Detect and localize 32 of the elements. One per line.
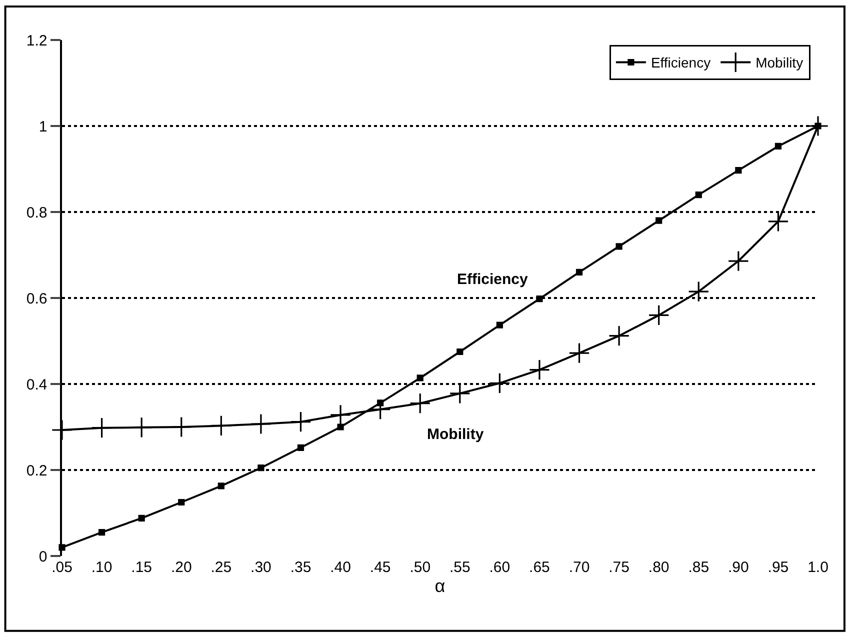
y-tick-label: 0.8: [26, 204, 48, 222]
y-tick-label: 0.4: [26, 376, 48, 394]
x-tick-label: .95: [768, 559, 789, 576]
x-tick-label: 1.0: [808, 559, 828, 576]
x-tick-label: .55: [449, 559, 470, 576]
x-tick-label: .10: [91, 559, 112, 576]
legend-label: Mobility: [756, 54, 804, 71]
y-tick-label: 0.6: [26, 290, 48, 308]
x-tick-label: .70: [568, 559, 590, 576]
x-tick-label: .40: [330, 559, 351, 576]
legend-label: Efficiency: [650, 54, 711, 71]
x-tick-label: .90: [728, 559, 749, 576]
y-tick-label: 0: [38, 548, 48, 566]
x-tick-label: .30: [250, 559, 272, 576]
x-tick-label: .80: [648, 559, 670, 576]
y-tick-label: 1.2: [26, 32, 48, 50]
x-tick-label: .45: [370, 559, 391, 576]
x-tick-label: .25: [210, 559, 232, 576]
x-tick-label: .15: [131, 559, 152, 576]
x-tick-label: .85: [688, 559, 710, 576]
annotation: Efficiency: [457, 271, 529, 288]
x-tick-label: .60: [489, 559, 510, 576]
y-tick-label: 0.2: [26, 462, 48, 480]
x-axis-title: α: [434, 576, 446, 596]
x-tick-label: .05: [52, 559, 72, 576]
x-tick-label: .65: [529, 559, 550, 576]
annotation: Mobility: [427, 426, 484, 443]
x-tick-label: .50: [410, 559, 431, 576]
x-tick-label: .20: [170, 559, 192, 576]
x-tick-label: .75: [608, 559, 630, 576]
x-tick-label: .35: [290, 559, 312, 576]
y-tick-label: 1: [38, 118, 48, 136]
